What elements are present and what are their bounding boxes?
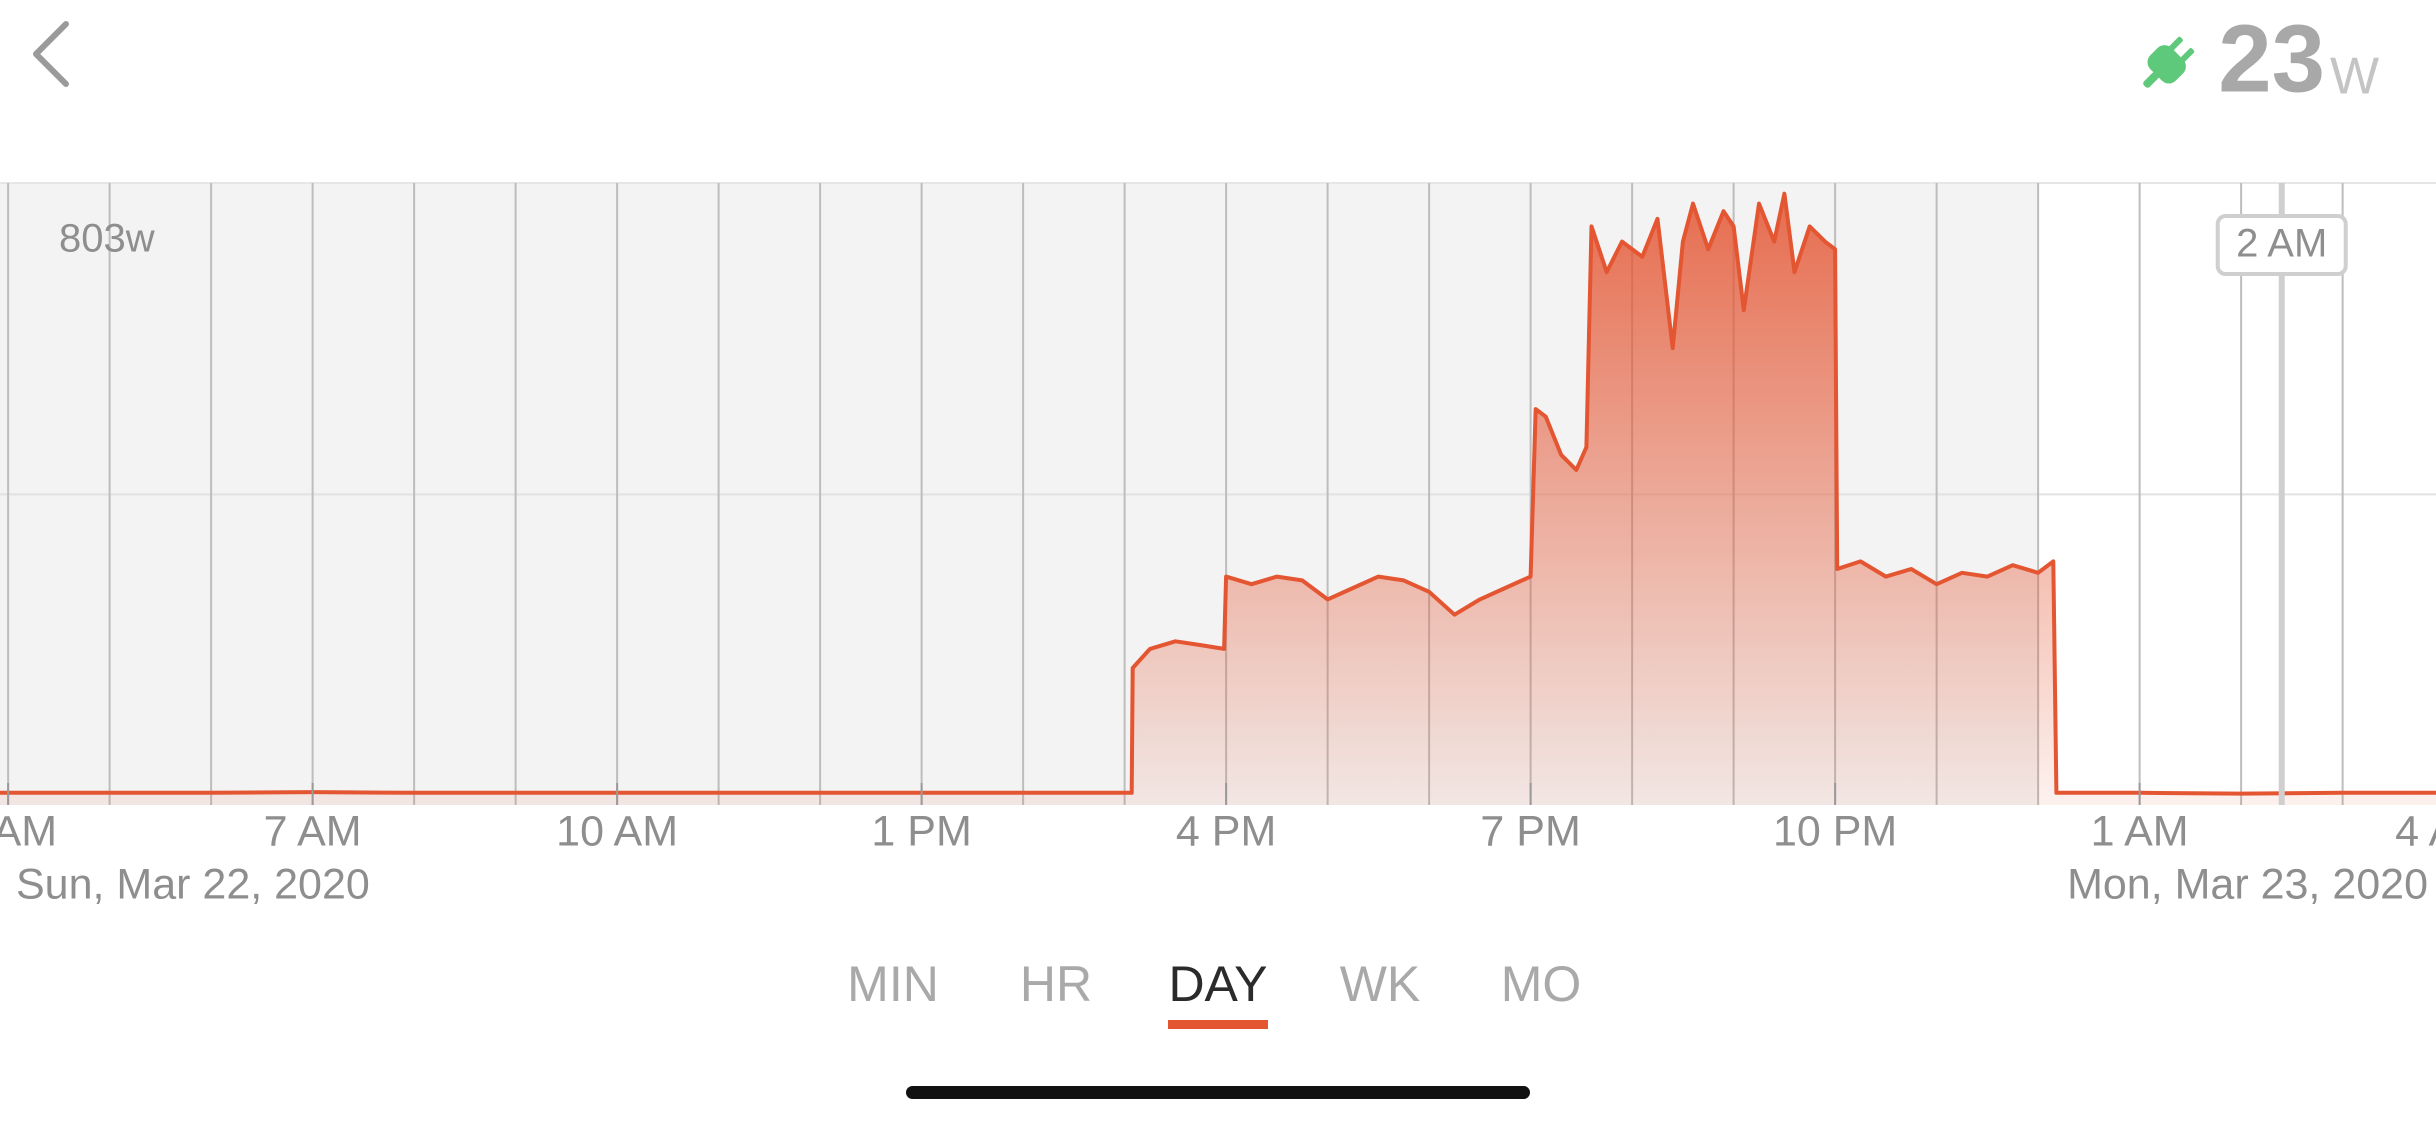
range-tab[interactable]: WK [1340, 956, 1421, 1012]
max-label: 803w [59, 217, 155, 261]
plug-icon [2143, 36, 2195, 88]
x-tick-label: 4 PM [1176, 807, 1276, 855]
x-tick-label: 7 PM [1480, 807, 1580, 855]
date-label: Sun, Mar 22, 2020 [16, 860, 370, 908]
x-tick-label: 1 AM [2091, 807, 2189, 855]
x-tick-label: 1 PM [871, 807, 971, 855]
range-tab[interactable]: DAY [1168, 956, 1267, 1012]
power-unit: W [2330, 48, 2379, 106]
cursor-label: 2 AM [2236, 222, 2327, 266]
x-tick-label: 7 AM [264, 807, 362, 855]
area-fill [0, 193, 2436, 805]
x-tick-label: 10 AM [556, 807, 678, 855]
cursor-label-box [2215, 214, 2348, 276]
back-button[interactable] [33, 21, 69, 87]
x-tick-label: 4 AM [0, 807, 57, 855]
home-indicator [906, 1086, 1530, 1099]
power-value: 23 [2218, 5, 2325, 112]
range-tab[interactable]: MIN [847, 956, 939, 1012]
area-line [0, 191, 2436, 796]
date-label: Mon, Mar 23, 2020 [2067, 860, 2428, 908]
x-tick-label: 10 PM [1773, 807, 1897, 855]
chart: 803w 2 AM 4 AM 7 AM 10 AM 1 PM 4 PM 7 PM 10 PM 1 … [0, 182, 2436, 908]
range-tab[interactable]: MO [1501, 956, 1582, 1012]
x-tick-label: 4 AM [2395, 807, 2436, 855]
range-tab[interactable]: HR [1020, 956, 1092, 1012]
active-tab-underline [1168, 1020, 1268, 1029]
